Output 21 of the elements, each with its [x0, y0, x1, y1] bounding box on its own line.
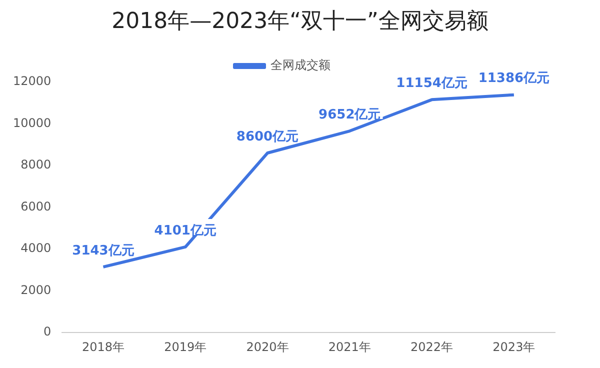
y-tick-label: 6000: [20, 199, 52, 214]
x-tick-label: 2020年: [246, 340, 289, 354]
data-label: 4101亿元: [154, 223, 216, 238]
data-label: 11386亿元: [478, 71, 550, 86]
y-tick-label: 12000: [12, 74, 52, 88]
y-tick-label: 0: [44, 324, 52, 339]
legend-label: 全网成交额: [270, 58, 330, 72]
y-tick-label: 4000: [20, 241, 52, 256]
x-tick-label: 2023年: [492, 340, 536, 354]
y-tick-label: 2000: [20, 282, 52, 297]
chart-title: 2018年—2023年“双十一”全网交易额: [110, 8, 490, 36]
x-tick-label: 2022年: [410, 340, 454, 354]
x-tick-label: 2018年: [82, 340, 125, 354]
data-label: 9652亿元: [318, 107, 381, 122]
y-tick-label: 10000: [12, 116, 52, 130]
x-tick-label: 2021年: [328, 340, 371, 354]
x-tick-label: 2019年: [164, 340, 207, 354]
data-label: 11154亿元: [396, 76, 468, 92]
data-label: 8600亿元: [236, 129, 299, 144]
data-label: 3143亿元: [72, 243, 134, 258]
y-tick-label: 8000: [20, 158, 52, 172]
